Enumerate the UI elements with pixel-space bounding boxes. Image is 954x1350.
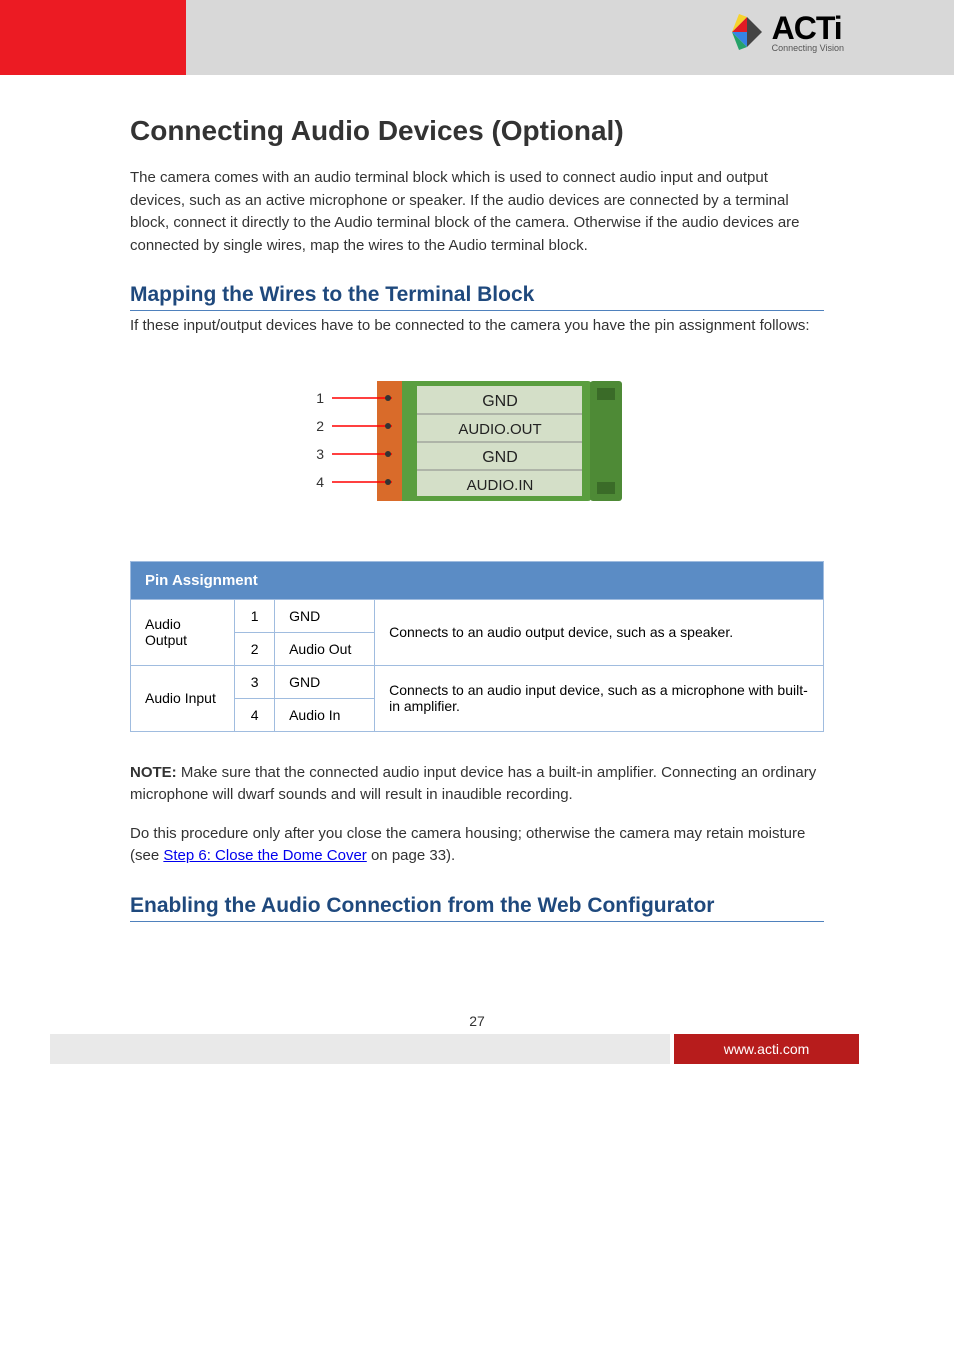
main-content: Connecting Audio Devices (Optional) The … [0, 75, 954, 966]
mapping-paragraph: If these input/output devices have to be… [130, 315, 824, 338]
pin-num-4: 4 [316, 474, 324, 490]
connector-label-4: AUDIO.IN [467, 477, 534, 494]
page-footer: 27 www.acti.com [0, 1016, 954, 1064]
section-title: Connecting Audio Devices (Optional) [130, 115, 824, 147]
page-number: 27 [469, 1013, 485, 1029]
pin-label-cell: GND [275, 665, 375, 698]
note-label: NOTE: [130, 764, 177, 781]
pin-num-1: 1 [316, 390, 324, 406]
footer-url: www.acti.com [724, 1041, 810, 1057]
table-header: Pin Assignment [131, 561, 824, 599]
subsection-enabling: Enabling the Audio Connection from the W… [130, 894, 824, 922]
logo-tagline: Connecting Vision [772, 43, 844, 53]
table-row: Audio Input 3 GND Connects to an audio i… [131, 665, 824, 698]
pin-label-cell: Audio Out [275, 632, 375, 665]
pin-assignment-table: Pin Assignment Audio Output 1 GND Connec… [130, 561, 824, 732]
pin-label-cell: Audio In [275, 698, 375, 731]
pin-num-cell: 1 [235, 599, 275, 632]
connector-label-1: GND [482, 393, 518, 410]
footer-gray-bar [50, 1034, 670, 1064]
connector-diagram: GND AUDIO.OUT GND AUDIO.IN 1 2 3 4 [130, 366, 824, 521]
pin-num-3: 3 [316, 446, 324, 462]
connector-label-3: GND [482, 449, 518, 466]
pin-num-2: 2 [316, 418, 324, 434]
pin-num-cell: 3 [235, 665, 275, 698]
logo-text: ACTi [772, 10, 844, 47]
table-row: Audio Output 1 GND Connects to an audio … [131, 599, 824, 632]
note-1-paragraph: NOTE: Make sure that the connected audio… [130, 762, 824, 807]
page-header: ACTi Connecting Vision [0, 0, 954, 75]
pin-num-cell: 2 [235, 632, 275, 665]
header-red-block [0, 0, 186, 75]
pin-label-cell: GND [275, 599, 375, 632]
note-2-paragraph: Do this procedure only after you close t… [130, 823, 824, 868]
acti-logo-icon [727, 12, 772, 52]
terminal-block-svg: GND AUDIO.OUT GND AUDIO.IN 1 2 3 4 [312, 366, 642, 516]
group-cell: Audio Output [131, 599, 235, 665]
pin-num-cell: 4 [235, 698, 275, 731]
desc-cell: Connects to an audio output device, such… [375, 599, 824, 665]
intro-paragraph: The camera comes with an audio terminal … [130, 167, 824, 257]
footer-url-bar: www.acti.com [674, 1034, 859, 1064]
subsection-mapping: Mapping the Wires to the Terminal Block [130, 283, 824, 311]
logo-area: ACTi Connecting Vision [727, 10, 844, 53]
desc-cell: Connects to an audio input device, such … [375, 665, 824, 731]
note-2-post: on page 33). [367, 847, 455, 864]
note-2-link[interactable]: Step 6: Close the Dome Cover [163, 847, 366, 864]
note-1-text: Make sure that the connected audio input… [130, 764, 816, 804]
connector-label-2: AUDIO.OUT [458, 421, 541, 438]
group-cell: Audio Input [131, 665, 235, 731]
